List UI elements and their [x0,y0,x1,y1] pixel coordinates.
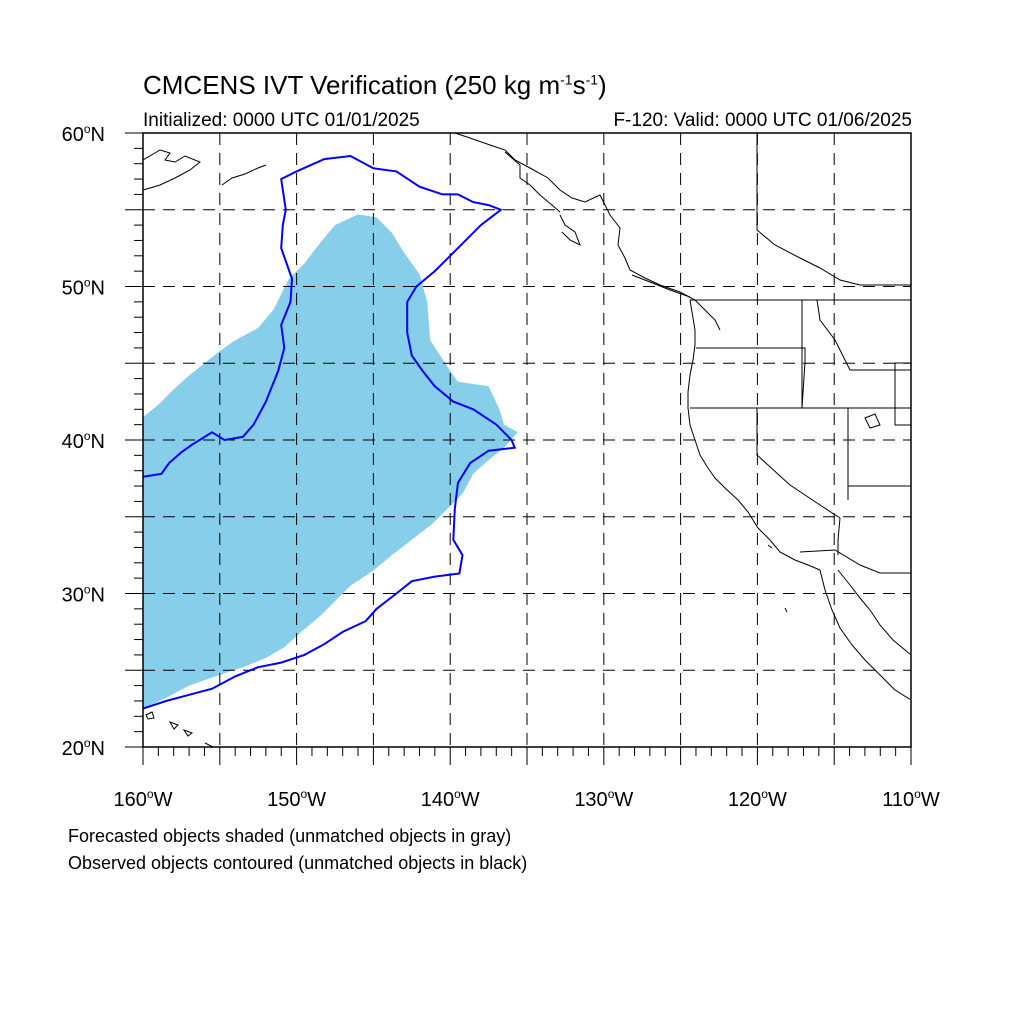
forecast-note: Forecasted objects shaded (unmatched obj… [68,826,512,846]
lat-label: 20oN [62,736,105,760]
lon-label: 150oW [267,787,326,811]
lon-label: 160oW [114,787,173,811]
lat-label: 50oN [62,276,105,300]
lon-label: 120oW [728,787,787,811]
lon-label: 110oW [882,787,940,811]
lat-label: 60oN [62,122,105,146]
coastline [143,133,911,747]
chart-title: CMCENS IVT Verification (250 kg m-1s-1) [143,70,607,100]
lat-label: 40oN [62,429,105,453]
grid-lines [143,133,911,747]
lon-label: 130oW [574,787,633,811]
lat-label: 30oN [62,583,105,607]
lon-label: 140oW [421,787,480,811]
axis-ticks [125,132,912,765]
valid-time: F-120: Valid: 0000 UTC 01/06/2025 [613,110,912,131]
initialized-time: Initialized: 0000 UTC 01/01/2025 [143,110,420,131]
observed-ivt-contour [143,154,517,710]
latitude-labels: 20oN 30oN 40oN 50oN 60oN [62,122,105,760]
longitude-labels: 160oW 150oW 140oW 130oW 120oW 110oW [114,787,940,811]
observed-note: Observed objects contoured (unmatched ob… [68,853,528,873]
forecast-ivt-object [143,214,518,709]
